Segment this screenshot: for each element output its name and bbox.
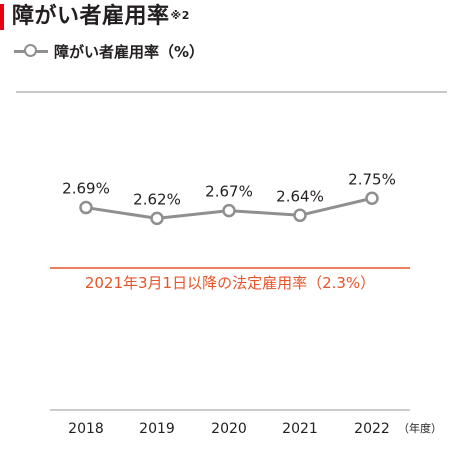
legend-label: 障がい者雇用率（%） [54, 42, 205, 61]
chart-title: 障がい者雇用率※2 [12, 3, 190, 31]
x-tick-label: 2018 [68, 421, 104, 437]
data-point [150, 211, 164, 226]
data-label: 2.75% [348, 170, 396, 188]
title-accent-bar [0, 4, 4, 30]
legend-line-marker-icon [14, 44, 48, 58]
reference-line-label: 2021年3月1日以降の法定雇用率（2.3%） [85, 274, 375, 292]
data-point [365, 191, 379, 205]
x-tick-label: 2022 [354, 421, 390, 437]
x-tick-label: 2019 [139, 421, 175, 437]
series-layer: 2.69% 2.62% 2.67% 2.64% 2.75% [62, 170, 396, 226]
x-axis-unit-label: （年度） [398, 421, 442, 435]
data-label: 2.64% [276, 187, 324, 205]
chart-title-text: 障がい者雇用率 [12, 4, 170, 29]
x-tick-label: 2021 [282, 421, 318, 437]
data-point [293, 208, 307, 223]
chart-legend: 障がい者雇用率（%） [14, 40, 204, 62]
x-tick-labels: 2018 2019 2020 2021 2022 [68, 421, 390, 437]
x-tick-label: 2020 [211, 421, 247, 437]
data-point [79, 200, 93, 215]
title-footnote-mark: ※2 [170, 9, 190, 22]
data-label: 2.69% [62, 180, 110, 198]
data-label: 2.62% [133, 190, 181, 208]
data-label: 2.67% [205, 183, 253, 201]
data-point [222, 203, 236, 218]
